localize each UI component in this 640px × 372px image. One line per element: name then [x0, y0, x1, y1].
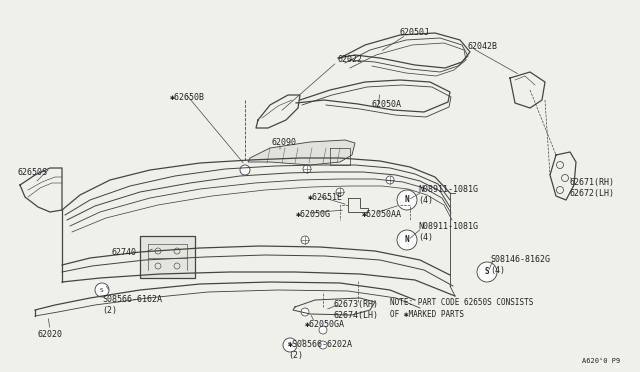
- Circle shape: [319, 341, 327, 349]
- Circle shape: [240, 165, 250, 175]
- Text: ✱62050GA: ✱62050GA: [305, 320, 345, 329]
- Text: S: S: [288, 343, 292, 347]
- Text: ✱62650B: ✱62650B: [170, 93, 205, 102]
- Polygon shape: [248, 140, 355, 165]
- Circle shape: [386, 176, 394, 184]
- Text: N08911-1081G
(4): N08911-1081G (4): [418, 185, 478, 205]
- Circle shape: [95, 283, 109, 297]
- Circle shape: [319, 326, 327, 334]
- Text: 62673(RH)
62674(LH): 62673(RH) 62674(LH): [334, 300, 379, 320]
- Circle shape: [303, 165, 311, 173]
- Text: S: S: [100, 288, 104, 292]
- Text: ✱62050G: ✱62050G: [296, 210, 331, 219]
- Circle shape: [301, 308, 309, 316]
- Text: NOTE: PART CODE 62650S CONSISTS
OF ✱MARKED PARTS: NOTE: PART CODE 62650S CONSISTS OF ✱MARK…: [390, 298, 533, 319]
- Text: ✱62050AA: ✱62050AA: [362, 210, 402, 219]
- Text: 62671(RH)
62672(LH): 62671(RH) 62672(LH): [570, 178, 615, 198]
- Circle shape: [397, 190, 417, 210]
- Text: S08146-8162G
(4): S08146-8162G (4): [490, 255, 550, 275]
- Text: 62050J: 62050J: [400, 28, 430, 37]
- Text: S08566-6162A
(2): S08566-6162A (2): [102, 295, 162, 315]
- Text: S: S: [484, 267, 490, 276]
- Circle shape: [241, 166, 249, 174]
- Circle shape: [477, 262, 497, 282]
- Text: 62022: 62022: [337, 55, 362, 64]
- Text: ✱S08566-6202A
(2): ✱S08566-6202A (2): [288, 340, 353, 360]
- Text: 62020: 62020: [38, 330, 63, 339]
- Text: 62042B: 62042B: [468, 42, 498, 51]
- Text: 62650S: 62650S: [18, 168, 48, 177]
- Text: N: N: [404, 196, 410, 205]
- Text: N: N: [404, 235, 410, 244]
- Text: 62740: 62740: [112, 248, 137, 257]
- Text: 62050A: 62050A: [372, 100, 402, 109]
- Text: N08911-1081G
(4): N08911-1081G (4): [418, 222, 478, 242]
- Text: ✱62651E: ✱62651E: [308, 193, 343, 202]
- Circle shape: [397, 230, 417, 250]
- Circle shape: [283, 338, 297, 352]
- Circle shape: [301, 236, 309, 244]
- Circle shape: [336, 188, 344, 196]
- Text: A620ⁱ0 P9: A620ⁱ0 P9: [582, 358, 620, 364]
- Text: 62090: 62090: [272, 138, 297, 147]
- Bar: [140, 236, 195, 278]
